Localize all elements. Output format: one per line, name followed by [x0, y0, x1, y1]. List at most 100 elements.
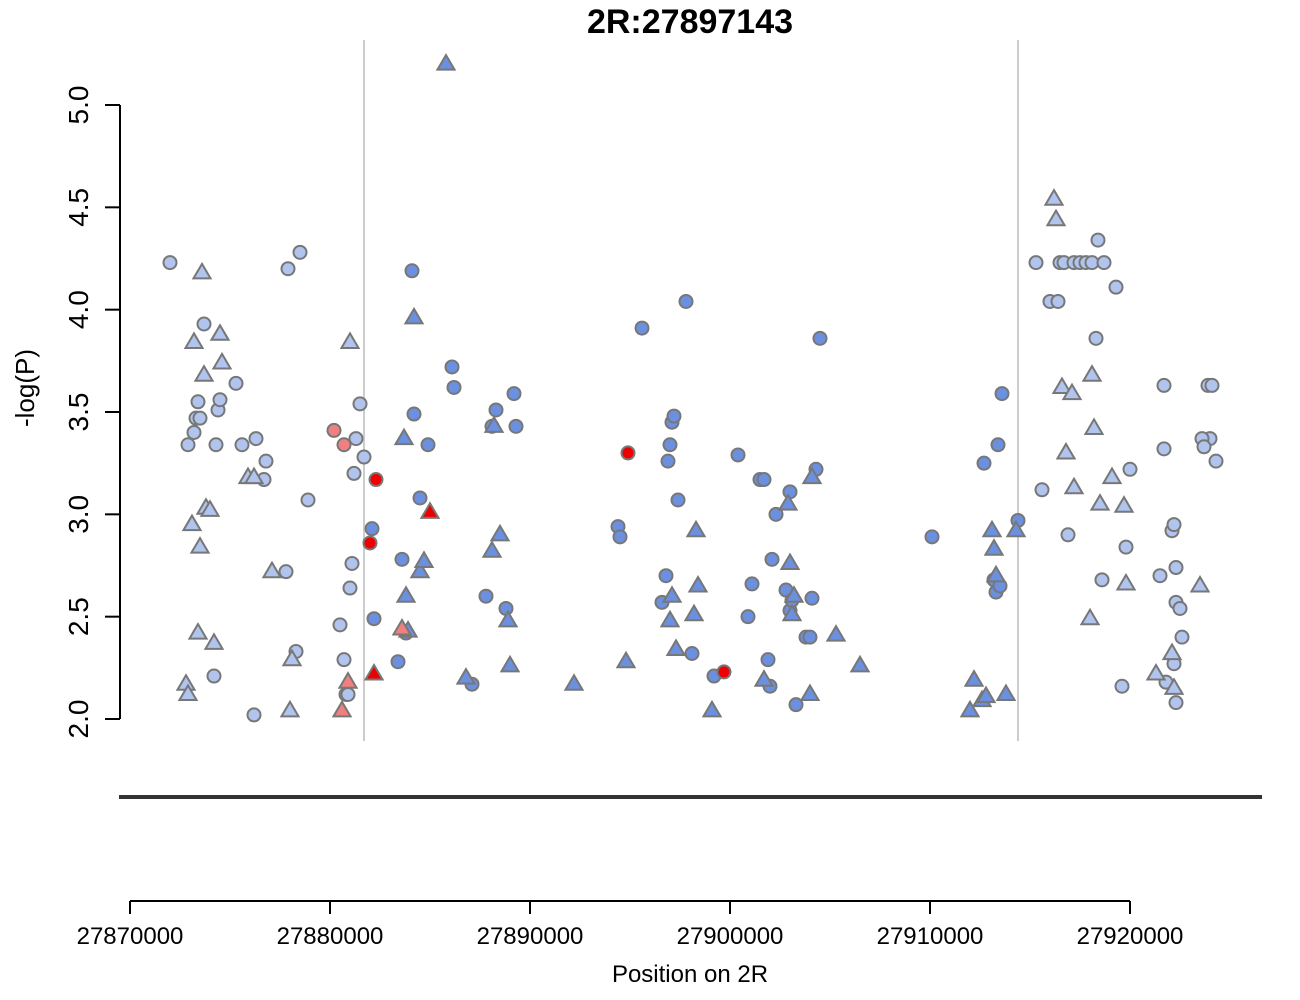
data-point: [395, 585, 417, 603]
data-point: [764, 551, 780, 567]
data-point: [488, 402, 504, 418]
x-tick-label: 27880000: [277, 923, 384, 950]
data-point: [959, 699, 981, 718]
data-point: [1090, 232, 1106, 248]
data-point: [196, 316, 212, 332]
data-point: [981, 519, 1003, 538]
data-point: [730, 447, 746, 463]
data-point: [975, 685, 997, 704]
data-point: [192, 410, 208, 426]
y-axis-label: -log(P): [10, 349, 40, 427]
data-point: [1115, 572, 1137, 591]
data-point: [406, 406, 422, 422]
data-point: [191, 261, 213, 280]
data-point: [1028, 255, 1044, 271]
data-point: [1061, 382, 1083, 401]
data-point: [799, 683, 821, 702]
data-point: [1113, 495, 1135, 513]
data-point: [753, 669, 775, 687]
data-point: [1055, 441, 1077, 460]
data-point: [1045, 208, 1067, 227]
y-tick-label: 4.0: [63, 290, 94, 329]
data-point: [1108, 279, 1124, 295]
data-point: [203, 632, 225, 650]
data-point: [348, 431, 364, 447]
data-point: [393, 427, 415, 446]
data-point: [620, 445, 636, 461]
data-point: [1096, 255, 1112, 271]
data-point: [420, 437, 436, 453]
data-point: [849, 654, 871, 673]
data-point: [181, 513, 203, 532]
data-point: [634, 320, 650, 336]
data-point: [344, 555, 360, 571]
data-point: [685, 519, 707, 538]
data-point: [258, 453, 274, 469]
data-point: [189, 536, 211, 554]
data-point: [209, 323, 231, 341]
data-point: [1114, 678, 1130, 694]
y-tick-label: 5.0: [63, 86, 94, 125]
data-point: [701, 699, 723, 718]
data-point: [779, 552, 801, 571]
data-point: [444, 359, 460, 375]
data-point: [1094, 572, 1110, 588]
data-point: [177, 683, 199, 702]
data-point: [483, 415, 505, 433]
data-point: [1050, 293, 1066, 309]
data-point: [412, 490, 428, 506]
data-point: [261, 560, 283, 579]
data-point: [390, 654, 406, 670]
data-point: [756, 472, 772, 488]
data-point: [234, 437, 250, 453]
data-point: [356, 449, 372, 465]
data-point: [1204, 377, 1220, 393]
data-point: [481, 540, 503, 558]
data-point: [292, 244, 308, 260]
y-tick-label: 2.5: [63, 597, 94, 636]
data-point: [777, 493, 799, 511]
data-point: [326, 422, 342, 438]
data-point: [280, 261, 296, 277]
data-point: [435, 53, 457, 71]
data-point: [180, 437, 196, 453]
data-point: [1063, 476, 1085, 495]
data-point: [455, 667, 477, 685]
data-point: [337, 671, 359, 689]
data-point: [684, 646, 700, 662]
data-point: [394, 551, 410, 567]
data-point: [489, 523, 511, 542]
data-point: [1081, 364, 1103, 382]
data-point: [1034, 482, 1050, 498]
data-point: [615, 650, 637, 669]
data-point: [478, 588, 494, 604]
data-point: [662, 437, 678, 453]
data-point: [659, 609, 681, 628]
x-tick-label: 27890000: [477, 923, 584, 950]
y-axis: 2.0 2.5 3.0 3.5 4.0 4.5 5.0: [63, 86, 121, 739]
data-point: [768, 506, 784, 522]
data-point: [362, 535, 378, 551]
data-point: [994, 386, 1010, 402]
data-point: [802, 629, 818, 645]
y-tick-label: 2.0: [63, 700, 94, 739]
points: [162, 53, 1224, 723]
vertical-lines: [363, 40, 1019, 741]
data-point: [985, 564, 1007, 583]
data-point: [1168, 560, 1184, 576]
data-point: [660, 453, 676, 469]
x-tick-label: 27900000: [677, 923, 784, 950]
data-point: [1156, 377, 1172, 393]
data-point: [409, 560, 431, 579]
data-point: [995, 683, 1017, 702]
data-point: [1152, 568, 1168, 584]
data-point: [963, 669, 985, 687]
data-point: [1005, 519, 1027, 538]
y-tick-label: 3.5: [63, 393, 94, 432]
data-point: [990, 437, 1006, 453]
data-point: [1163, 677, 1185, 695]
data-point: [1118, 539, 1134, 555]
data-point: [1060, 527, 1076, 543]
data-point: [419, 501, 441, 519]
